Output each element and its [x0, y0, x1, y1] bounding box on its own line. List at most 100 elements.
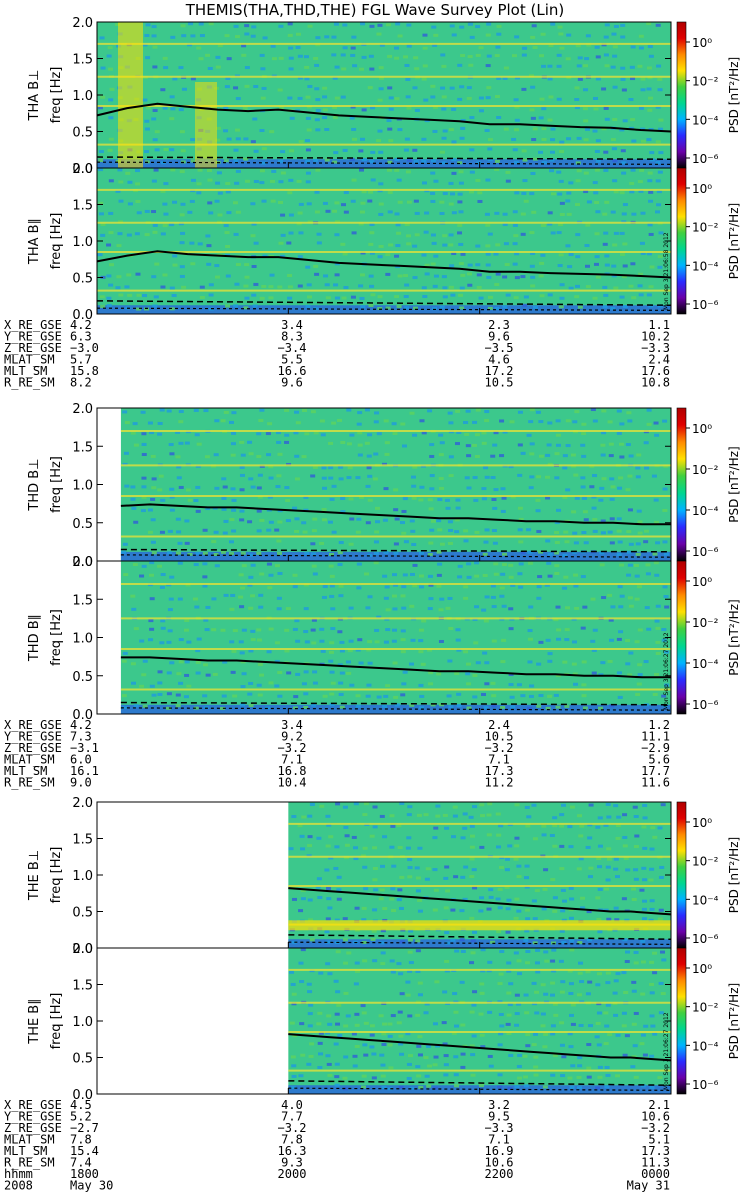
spectrogram-cell: [149, 627, 155, 631]
spectrogram-cell: [98, 150, 104, 154]
spectrogram-cell: [590, 597, 596, 601]
spectrogram-cell: [508, 673, 514, 677]
spectrogram-cell: [360, 201, 366, 205]
spectrogram-cell: [661, 638, 667, 642]
spectrogram-cell: [152, 45, 158, 49]
spectrogram-cell: [157, 564, 163, 568]
spectrogram-cell: [175, 704, 181, 708]
spectrogram-cell: [423, 813, 429, 817]
spectrogram-cell: [466, 454, 472, 458]
spectrogram-cell: [393, 551, 399, 555]
spectrogram-cell: [441, 136, 447, 140]
spectrogram-cell: [628, 454, 634, 458]
spectrogram-cell: [636, 453, 642, 457]
spectrogram-cell: [400, 594, 406, 598]
spectrogram-cell: [648, 232, 654, 236]
spectrogram-cell: [280, 171, 286, 175]
spectrogram-cell: [513, 296, 519, 300]
spectrogram-cell: [648, 199, 654, 203]
spectrogram-cell: [511, 54, 517, 58]
spectrogram-cell: [508, 575, 514, 579]
spectrogram-cell: [518, 562, 524, 566]
spectrogram-cell: [297, 211, 303, 215]
spectrogram-cell: [605, 981, 611, 985]
spectrogram-cell: [181, 285, 187, 289]
spectrogram-cell: [648, 285, 654, 289]
spectrogram-cell: [163, 212, 169, 216]
spectrogram-cell: [627, 673, 633, 677]
spectrogram-cell: [571, 640, 577, 644]
spectrogram-cell: [505, 179, 511, 183]
spectrogram-cell: [177, 597, 183, 601]
spectrogram-cell: [268, 573, 274, 577]
colorbar-tick-label: 10⁻⁴: [692, 504, 719, 518]
spectrogram-cell: [438, 433, 444, 437]
spectrogram-cell: [495, 897, 501, 901]
spectrogram-cell: [261, 147, 267, 151]
spectrogram-cell: [481, 441, 487, 445]
spectrogram-cell: [616, 517, 622, 521]
spectrogram-cell: [594, 232, 600, 236]
spectrogram-cell: [600, 443, 606, 447]
spectrogram-cell: [300, 847, 306, 851]
spectrogram-cell: [583, 138, 589, 142]
spectrogram-cell: [330, 607, 336, 611]
spectrogram-cell: [409, 572, 415, 576]
spectrogram-cell: [108, 67, 114, 71]
spectrogram-cell: [298, 1074, 304, 1078]
spectrogram-cell: [514, 35, 520, 39]
spectrogram-cell: [538, 454, 544, 458]
y-tick-label: 0.5: [72, 906, 93, 921]
spectrogram-cell: [172, 263, 178, 267]
spectrogram-cell: [499, 1024, 505, 1028]
spectrogram-cell: [224, 231, 230, 235]
spectrogram-cell: [373, 452, 379, 456]
spectrogram-cell: [512, 148, 518, 152]
spectrogram-cell: [241, 628, 247, 632]
spectrogram-cell: [169, 307, 175, 311]
dashed-line: [288, 934, 672, 940]
spectrogram-cell: [206, 262, 212, 266]
spectrogram-cell: [625, 488, 631, 492]
spectrogram-cell: [657, 170, 663, 174]
spectrogram-cell: [465, 409, 471, 413]
spectrogram-cell: [311, 641, 317, 645]
spectrogram-cell: [664, 605, 670, 609]
spectrogram-cell: [369, 67, 375, 71]
spectrogram-cell: [369, 251, 375, 255]
spectrogram-cell: [207, 66, 213, 70]
spectrogram-cell: [633, 814, 639, 818]
spectrogram-cell: [479, 1033, 485, 1037]
spectrogram-cell: [641, 866, 647, 870]
spectrogram-cell: [300, 889, 306, 893]
spectrogram-cell: [289, 116, 295, 120]
spectrogram-cell: [332, 160, 338, 164]
spectrogram-cell: [372, 866, 378, 870]
spectrogram-cell: [439, 441, 445, 445]
spectrogram-cell: [379, 1053, 385, 1057]
spectrogram-cell: [306, 105, 312, 109]
spectrogram-cell: [349, 116, 355, 120]
spectrogram-cell: [611, 147, 617, 151]
spectrogram-cell: [458, 210, 464, 214]
spectrogram-cell: [221, 496, 227, 500]
spectrogram-cell: [600, 531, 606, 535]
spectrogram-cell: [177, 541, 183, 545]
plot-title: THEMIS(THA,THD,THE) FGL Wave Survey Plot…: [185, 1, 565, 19]
spectrogram-cell: [312, 517, 318, 521]
spectrogram-cell: [581, 496, 587, 500]
spectrogram-cell: [469, 961, 475, 965]
spectrogram-cell: [445, 941, 451, 945]
spectrogram-cell: [502, 212, 508, 216]
spectrogram-cell: [431, 241, 437, 245]
spectrogram-cell: [99, 295, 105, 299]
spectrogram-cell: [615, 836, 621, 840]
spectrogram-cell: [482, 552, 488, 556]
spectrogram-cell: [288, 231, 294, 235]
spectrogram-cell: [178, 681, 184, 685]
spectrogram-cell: [291, 1074, 297, 1078]
spectrogram-cell: [443, 906, 449, 910]
spectrogram-cell: [532, 1032, 538, 1036]
spectrogram-cell: [352, 1064, 358, 1068]
spectrogram-cell: [572, 531, 578, 535]
